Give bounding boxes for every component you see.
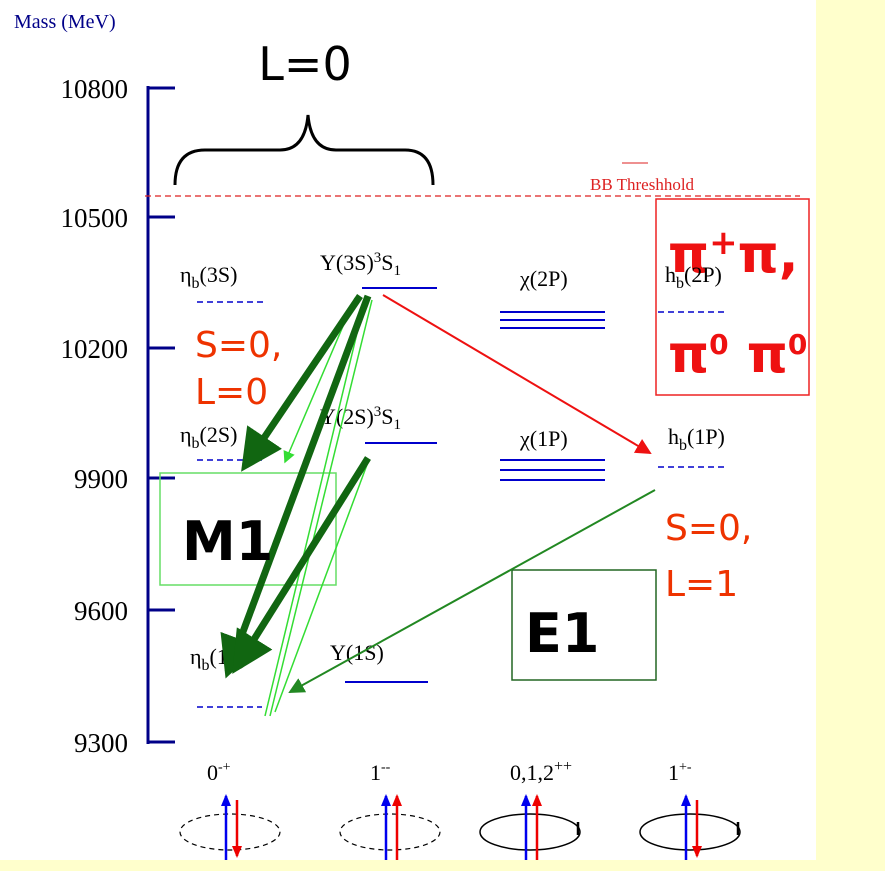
tick-label: 9300 (74, 728, 128, 758)
tick-label: 9600 (74, 596, 128, 626)
title: L=0 (258, 37, 351, 91)
level-label: ηb(2S) (180, 422, 237, 452)
state: (1P) (687, 424, 725, 449)
sup: ++ (554, 758, 572, 775)
sym: h (665, 262, 676, 287)
level-label: Υ(2S)3S1 (320, 404, 401, 433)
spin-label: L=0 (195, 372, 268, 413)
tick-label: 10800 (61, 74, 129, 104)
e1-label: E1 (525, 602, 599, 665)
sup: +- (679, 760, 692, 775)
level-label: Υ(3S)3S1 (320, 250, 401, 279)
jpc: 0-+ (207, 760, 231, 785)
tick-label: 10500 (61, 203, 129, 233)
state: (2P) (684, 262, 722, 287)
term: S (381, 250, 393, 275)
arrow (269, 299, 373, 717)
pi: π, (738, 225, 799, 285)
sub: b (202, 657, 210, 674)
jpc: 1+- (668, 760, 692, 785)
sub: b (676, 275, 684, 292)
panel (0, 0, 816, 860)
tick-label: 10200 (61, 334, 129, 364)
base: 0 (207, 760, 218, 785)
m1-box (159, 472, 337, 586)
sup: 0 (788, 328, 807, 361)
arrow (264, 299, 366, 717)
sub: b (192, 275, 200, 292)
sub: b (679, 437, 687, 454)
term: S (381, 404, 393, 429)
tick-label: 9900 (74, 464, 128, 494)
spin-label: S=0, (665, 508, 752, 549)
arrow (382, 294, 652, 455)
sub: b (192, 435, 200, 452)
sym: h (668, 424, 679, 449)
jpc: 0,1,2++ (510, 758, 572, 785)
brace (173, 114, 435, 186)
sub: 1 (394, 417, 402, 433)
base: 0,1,2 (510, 760, 554, 785)
jpc: 1-- (370, 760, 391, 785)
level-label: χ(2P) (519, 266, 568, 291)
base: 1 (668, 760, 679, 785)
spin-label: S=0, (195, 325, 282, 366)
sup: 3 (374, 250, 382, 266)
spin-label: L=1 (665, 564, 738, 605)
m1-label: M1 (182, 510, 273, 573)
sup: 0 (709, 328, 728, 361)
base: 1 (370, 760, 381, 785)
decay-box (655, 198, 810, 396)
e1-box (511, 569, 657, 681)
level-label: hb(1P) (668, 424, 725, 454)
arrow (288, 489, 656, 693)
arrow (232, 456, 371, 674)
level-label: hb(2P) (665, 262, 722, 292)
axis-label: Mass (MeV) (14, 11, 116, 33)
sym: η (180, 422, 192, 447)
sub: 1 (394, 263, 402, 279)
state: (3S) (200, 262, 238, 287)
spin-icons (179, 794, 741, 860)
decay-label: π0 π0 (668, 325, 807, 385)
arrow (241, 294, 363, 472)
name: Υ(3S) (320, 250, 374, 275)
sup: -- (381, 760, 391, 775)
sup: + (709, 223, 738, 263)
sym: η (180, 262, 192, 287)
state: (2S) (200, 422, 238, 447)
decay-label: π+π, (668, 223, 799, 285)
arrow (274, 461, 369, 713)
sym: η (190, 644, 202, 669)
threshold-label: BB Threshhold (590, 175, 695, 194)
level-label: χ(1P) (519, 426, 568, 451)
arrow (220, 294, 372, 679)
pi: π (729, 325, 788, 385)
sup: 3 (374, 404, 382, 420)
pi: π (668, 225, 709, 285)
pi: π (668, 325, 709, 385)
level-label: ηb(3S) (180, 262, 237, 292)
sup: -+ (218, 760, 231, 775)
